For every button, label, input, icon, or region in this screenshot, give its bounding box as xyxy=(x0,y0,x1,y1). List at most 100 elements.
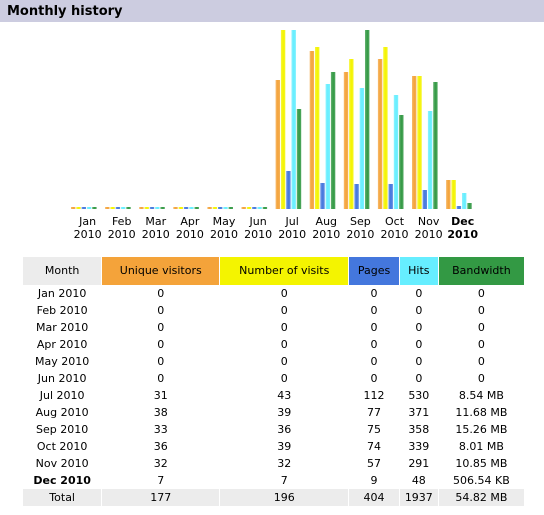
x-tick-month: Jan xyxy=(78,215,96,228)
row-month: Jun 2010 xyxy=(37,372,87,385)
row-bandwidth: 0 xyxy=(477,321,485,334)
row-bandwidth: 0 xyxy=(477,338,485,351)
bar-pages-oct xyxy=(388,184,393,209)
bar-hits-jan xyxy=(86,207,92,209)
row-hits: 358 xyxy=(408,423,430,436)
row-unique-visitors: 0 xyxy=(157,372,165,385)
x-tick-year: 2010 xyxy=(381,228,409,241)
row-unique-visitors: 7 xyxy=(157,474,165,487)
x-tick-year: 2010 xyxy=(278,228,306,241)
bar-unique-visitors-jan xyxy=(71,207,76,209)
bar-hits-feb xyxy=(121,207,126,209)
table-row: Nov 2010 32 32 57 291 10.85 MB xyxy=(23,455,524,472)
row-bandwidth: 0 xyxy=(477,287,485,300)
row-unique-visitors: 0 xyxy=(157,355,165,368)
section-title: Monthly history xyxy=(7,4,123,19)
row-visits: 0 xyxy=(280,287,288,300)
row-month: Apr 2010 xyxy=(36,338,88,351)
bar-bandwidth-nov xyxy=(433,82,438,209)
row-bandwidth: 0 xyxy=(477,304,485,317)
row-bandwidth: 0 xyxy=(477,355,485,368)
bar-bandwidth-aug xyxy=(330,72,336,209)
bar-pages-nov xyxy=(422,190,427,209)
bar-unique-visitors-feb xyxy=(105,207,110,209)
bar-unique-visitors-jun xyxy=(241,207,246,209)
bar-unique-visitors-oct xyxy=(377,59,383,209)
table-header-row: Month Unique visitors Number of visits P… xyxy=(23,257,524,285)
x-tick-year: 2010 xyxy=(312,228,340,241)
bar-bandwidth-jul xyxy=(296,109,302,209)
bar-bandwidth-dec xyxy=(467,203,472,209)
x-tick-month: Feb xyxy=(112,215,131,228)
row-unique-visitors: 33 xyxy=(153,423,168,436)
table-row: Apr 2010 0 0 0 0 0 xyxy=(23,336,524,353)
row-hits: 0 xyxy=(415,304,423,317)
bar-unique-visitors-may xyxy=(207,207,212,209)
monthly-history-chart: Jan2010Feb2010Mar2010Apr2010May2010Jun20… xyxy=(71,30,478,241)
col-header-month: Month xyxy=(23,257,102,285)
row-unique-visitors: 36 xyxy=(153,440,168,453)
bar-bandwidth-jun xyxy=(262,207,268,209)
monthly-stats-table: Month Unique visitors Number of visits P… xyxy=(22,257,525,506)
bar-bandwidth-feb xyxy=(126,207,131,209)
table-total-row: Total 177 196 404 1937 54.82 MB xyxy=(23,489,524,506)
x-tick-month: Aug xyxy=(316,215,337,228)
bar-bandwidth-apr xyxy=(194,207,199,209)
table-row: Jan 2010 0 0 0 0 0 xyxy=(23,285,524,302)
bar-pages-aug xyxy=(320,183,325,209)
bar-visits-oct xyxy=(383,47,388,209)
table-row: Sep 2010 33 36 75 358 15.26 MB xyxy=(23,421,524,438)
x-tick-year: 2010 xyxy=(108,228,136,241)
bar-bandwidth-may xyxy=(228,207,233,209)
total-unique-visitors: 177 xyxy=(102,489,220,506)
bar-pages-jan xyxy=(81,207,86,209)
row-pages: 74 xyxy=(367,440,382,453)
x-tick-year: 2010 xyxy=(176,228,204,241)
bar-pages-jul xyxy=(286,171,291,209)
bar-bandwidth-oct xyxy=(399,115,404,209)
col-header-bandwidth: Bandwidth xyxy=(438,257,524,285)
bar-unique-visitors-dec xyxy=(446,180,451,209)
row-pages: 0 xyxy=(370,355,378,368)
row-hits: 0 xyxy=(415,355,423,368)
bar-bandwidth-jan xyxy=(92,207,97,209)
table-row: Oct 2010 36 39 74 339 8.01 MB xyxy=(23,438,524,455)
x-tick-month: Apr xyxy=(180,215,200,228)
total-pages: 404 xyxy=(349,489,399,506)
row-pages: 77 xyxy=(367,406,382,419)
row-visits: 0 xyxy=(280,355,288,368)
row-hits: 0 xyxy=(415,338,423,351)
row-pages: 57 xyxy=(367,457,382,470)
bar-hits-sep xyxy=(359,88,365,209)
row-unique-visitors: 0 xyxy=(157,287,165,300)
row-visits: 7 xyxy=(280,474,288,487)
row-unique-visitors: 32 xyxy=(153,457,168,470)
bar-hits-oct xyxy=(393,95,399,209)
bar-visits-dec xyxy=(451,180,456,209)
row-month: Sep 2010 xyxy=(36,423,89,436)
bar-visits-jun xyxy=(246,207,252,209)
row-pages: 0 xyxy=(370,321,378,334)
row-hits: 48 xyxy=(411,474,426,487)
row-hits: 371 xyxy=(408,406,430,419)
row-hits: 530 xyxy=(408,389,430,402)
bar-hits-jul xyxy=(291,30,296,209)
row-visits: 39 xyxy=(277,406,292,419)
table-row: Feb 2010 0 0 0 0 0 xyxy=(23,302,524,319)
bar-unique-visitors-sep xyxy=(343,72,349,209)
row-month: Oct 2010 xyxy=(36,440,88,453)
bar-bandwidth-mar xyxy=(160,207,165,209)
row-month: May 2010 xyxy=(35,355,90,368)
bar-hits-apr xyxy=(189,207,194,209)
x-tick-month: Jul xyxy=(285,215,299,228)
row-unique-visitors: 38 xyxy=(153,406,168,419)
section-header: Monthly history xyxy=(0,0,544,22)
row-unique-visitors: 0 xyxy=(157,338,165,351)
row-visits: 39 xyxy=(277,440,292,453)
row-pages: 112 xyxy=(363,389,385,402)
row-bandwidth: 8.01 MB xyxy=(458,440,504,453)
row-visits: 0 xyxy=(280,372,288,385)
row-month: Dec 2010 xyxy=(33,474,91,487)
bar-hits-nov xyxy=(427,111,433,209)
x-tick-year: 2010 xyxy=(210,228,238,241)
